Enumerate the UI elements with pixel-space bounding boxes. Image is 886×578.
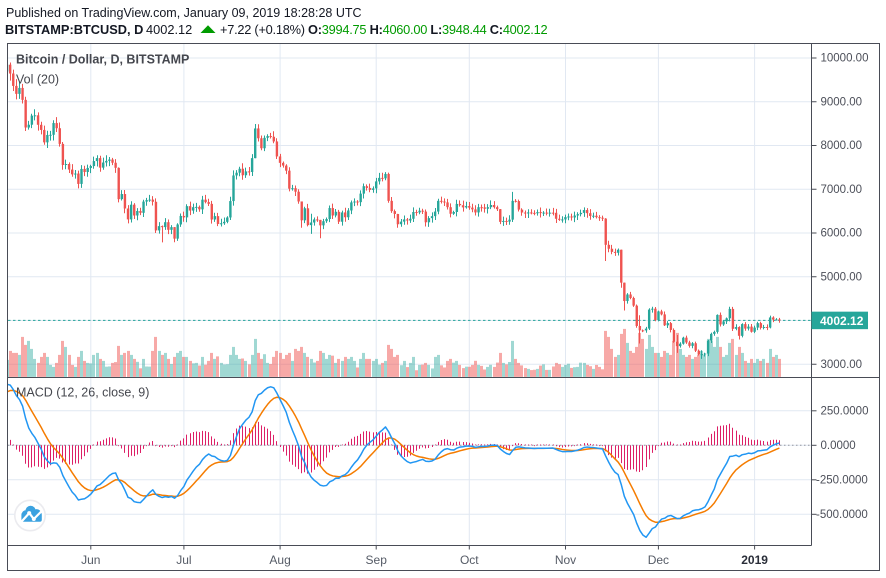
svg-text:3000.00: 3000.00 — [821, 359, 863, 371]
svg-text:250.0000: 250.0000 — [821, 405, 869, 417]
svg-text:Sep: Sep — [366, 553, 388, 567]
svg-text:Nov: Nov — [555, 553, 576, 567]
svg-text:Jul: Jul — [176, 553, 191, 567]
svg-text:Bitcoin / Dollar, D, BITSTAMP: Bitcoin / Dollar, D, BITSTAMP — [16, 53, 189, 67]
svg-text:10000.00: 10000.00 — [821, 53, 869, 65]
svg-text:4002.12: 4002.12 — [146, 22, 192, 37]
svg-text:5000.00: 5000.00 — [821, 271, 863, 283]
svg-text:+7.22 (+0.18%) O:3994.75 H:406: +7.22 (+0.18%) O:3994.75 H:4060.00 L:394… — [220, 22, 547, 37]
svg-text:-500.0000: -500.0000 — [816, 509, 868, 521]
svg-text:MACD (12, 26, close, 9): MACD (12, 26, close, 9) — [16, 386, 149, 400]
svg-text:Vol (20): Vol (20) — [16, 73, 59, 87]
svg-text:9000.00: 9000.00 — [821, 96, 863, 108]
svg-text:BITSTAMP:BTCUSD, D: BITSTAMP:BTCUSD, D — [5, 22, 143, 37]
svg-text:0.0000: 0.0000 — [821, 440, 856, 452]
svg-text:Oct: Oct — [460, 553, 479, 567]
svg-text:7000.00: 7000.00 — [821, 184, 863, 196]
svg-text:4002.12: 4002.12 — [820, 314, 864, 328]
svg-text:6000.00: 6000.00 — [821, 228, 863, 240]
svg-text:Dec: Dec — [648, 553, 669, 567]
svg-text:Jun: Jun — [81, 553, 100, 567]
svg-text:8000.00: 8000.00 — [821, 140, 863, 152]
svg-text:2019: 2019 — [741, 553, 768, 567]
svg-text:-250.0000: -250.0000 — [816, 474, 868, 486]
svg-text:Published on TradingView.com,: Published on TradingView.com, January 09… — [6, 6, 362, 20]
svg-text:Aug: Aug — [269, 553, 290, 567]
